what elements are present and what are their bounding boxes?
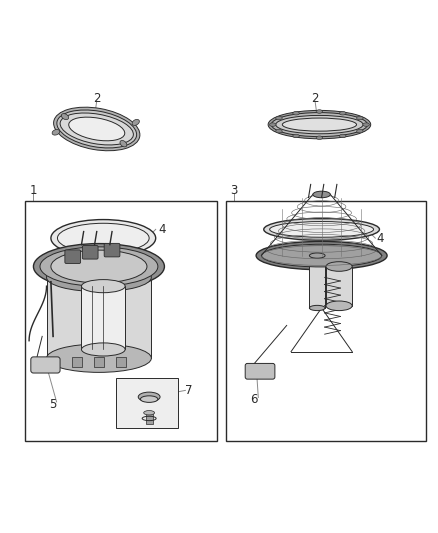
Bar: [94, 357, 104, 367]
Ellipse shape: [293, 134, 299, 138]
FancyBboxPatch shape: [31, 357, 60, 373]
Ellipse shape: [293, 111, 299, 115]
Ellipse shape: [57, 223, 149, 253]
Ellipse shape: [33, 244, 164, 289]
Ellipse shape: [283, 118, 357, 131]
Bar: [146, 413, 152, 424]
Text: 4: 4: [159, 223, 166, 236]
Ellipse shape: [270, 222, 374, 237]
Ellipse shape: [69, 117, 125, 141]
Bar: [116, 357, 126, 367]
Ellipse shape: [269, 123, 276, 126]
Ellipse shape: [81, 280, 125, 293]
Ellipse shape: [132, 119, 139, 125]
Ellipse shape: [316, 136, 323, 140]
Ellipse shape: [51, 220, 155, 257]
Ellipse shape: [52, 130, 60, 135]
Ellipse shape: [256, 241, 387, 270]
Ellipse shape: [339, 134, 346, 138]
Ellipse shape: [326, 262, 352, 271]
Ellipse shape: [138, 392, 160, 402]
Ellipse shape: [264, 219, 379, 240]
Ellipse shape: [363, 123, 369, 126]
Bar: [309, 256, 325, 308]
Text: 2: 2: [311, 92, 319, 105]
Ellipse shape: [276, 130, 282, 133]
Ellipse shape: [53, 107, 140, 151]
Text: 4: 4: [377, 232, 384, 245]
Text: 7: 7: [185, 384, 192, 397]
Ellipse shape: [46, 263, 151, 292]
Bar: [226, 201, 426, 441]
Ellipse shape: [272, 112, 367, 136]
Ellipse shape: [261, 244, 381, 267]
Ellipse shape: [313, 191, 330, 198]
Ellipse shape: [141, 396, 158, 402]
Bar: [25, 201, 217, 441]
Ellipse shape: [51, 250, 147, 283]
Ellipse shape: [326, 301, 352, 311]
Text: 6: 6: [250, 393, 258, 406]
Text: 1: 1: [30, 183, 37, 197]
Ellipse shape: [268, 110, 371, 139]
Bar: [81, 286, 125, 350]
Ellipse shape: [40, 247, 158, 286]
Ellipse shape: [61, 114, 69, 119]
FancyBboxPatch shape: [65, 250, 81, 263]
Ellipse shape: [357, 130, 363, 133]
Ellipse shape: [144, 410, 155, 415]
Ellipse shape: [309, 253, 325, 258]
Ellipse shape: [316, 110, 323, 113]
Ellipse shape: [57, 110, 137, 148]
Bar: [326, 266, 352, 306]
Ellipse shape: [309, 305, 325, 311]
Bar: [46, 277, 151, 358]
FancyBboxPatch shape: [104, 244, 120, 257]
Text: 2: 2: [93, 92, 100, 105]
Ellipse shape: [60, 113, 134, 145]
Ellipse shape: [81, 343, 125, 356]
Ellipse shape: [120, 141, 127, 147]
Bar: [72, 357, 82, 367]
FancyBboxPatch shape: [82, 246, 98, 259]
FancyBboxPatch shape: [245, 364, 275, 379]
Ellipse shape: [357, 116, 363, 120]
Ellipse shape: [276, 116, 363, 134]
Ellipse shape: [276, 116, 282, 120]
Ellipse shape: [339, 111, 346, 115]
Text: 3: 3: [230, 183, 238, 197]
Bar: [117, 378, 177, 428]
Text: 5: 5: [49, 398, 57, 410]
Ellipse shape: [46, 344, 151, 373]
